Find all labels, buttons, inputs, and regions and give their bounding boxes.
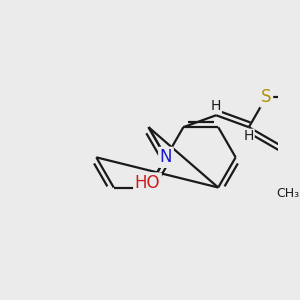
Text: CH₃: CH₃ bbox=[277, 187, 300, 200]
Text: H: H bbox=[244, 129, 254, 143]
Text: H: H bbox=[211, 99, 221, 113]
Text: S: S bbox=[261, 88, 272, 106]
Text: N: N bbox=[160, 148, 172, 166]
Text: HO: HO bbox=[135, 174, 160, 192]
